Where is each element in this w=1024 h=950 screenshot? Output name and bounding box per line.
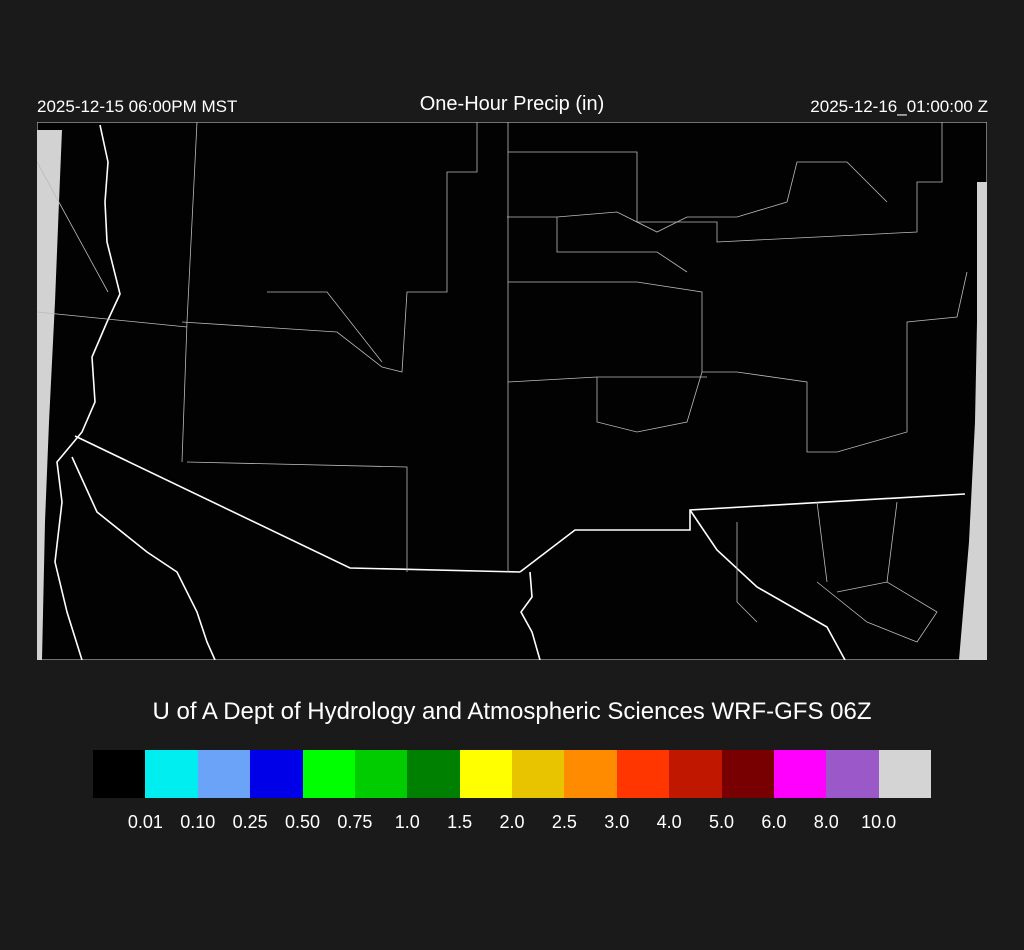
legend-label: 1.0 xyxy=(394,812,420,832)
legend-swatch xyxy=(564,750,617,798)
legend-label: 6.0 xyxy=(761,812,787,832)
legend-label: 2.0 xyxy=(499,812,525,832)
legend-label: 0.50 xyxy=(284,812,321,832)
legend-swatch xyxy=(826,750,879,798)
map-boundaries xyxy=(36,121,988,661)
no-data-left xyxy=(37,130,62,660)
legend-swatch xyxy=(354,750,408,798)
credit-line: U of A Dept of Hydrology and Atmospheric… xyxy=(152,698,872,725)
legend-label: 0.01 xyxy=(127,812,163,832)
legend-label: 10.0 xyxy=(861,812,897,832)
legend-label: 4.0 xyxy=(656,812,682,832)
mexico-border-west xyxy=(74,435,521,573)
legend-swatch xyxy=(878,750,931,798)
precip-map xyxy=(36,121,988,661)
utc-time: 2025-12-16_01:00:00 Z xyxy=(810,97,988,116)
legend-swatch xyxy=(459,750,512,798)
legend-swatch xyxy=(721,750,774,798)
local-time: 2025-12-15 06:00PM MST xyxy=(37,97,238,116)
map-title: One-Hour Precip (in) xyxy=(419,93,605,115)
color-legend xyxy=(93,750,931,798)
legend-swatch xyxy=(669,750,722,798)
coastline xyxy=(54,124,121,661)
legend-swatch xyxy=(616,750,670,798)
legend-label: 1.5 xyxy=(447,812,473,832)
mexico-border-east xyxy=(519,493,966,573)
legend-label: 3.0 xyxy=(604,812,630,832)
no-data-right xyxy=(959,182,987,660)
legend-label: 8.0 xyxy=(813,812,839,832)
legend-label: 2.5 xyxy=(551,812,577,832)
gulf-coast-west xyxy=(520,571,541,661)
legend-swatch xyxy=(197,750,251,798)
legend-label: 0.75 xyxy=(337,812,373,832)
legend-swatch xyxy=(93,750,146,798)
legend-labels: 0.01 0.10 0.25 0.50 0.75 1.0 1.5 2.0 2.5 3.0 4.0 5.… xyxy=(93,812,931,834)
gulf-coast-east xyxy=(689,509,846,661)
legend-swatch xyxy=(250,750,303,798)
legend-swatch xyxy=(407,750,460,798)
legend-label: 0.25 xyxy=(232,812,268,832)
legend-swatch xyxy=(145,750,198,798)
legend-swatch xyxy=(773,750,827,798)
legend-swatch xyxy=(302,750,355,798)
legend-swatch xyxy=(512,750,565,798)
legend-label: 5.0 xyxy=(708,812,735,832)
baja-coast xyxy=(71,456,216,661)
legend-label: 0.10 xyxy=(180,812,216,832)
